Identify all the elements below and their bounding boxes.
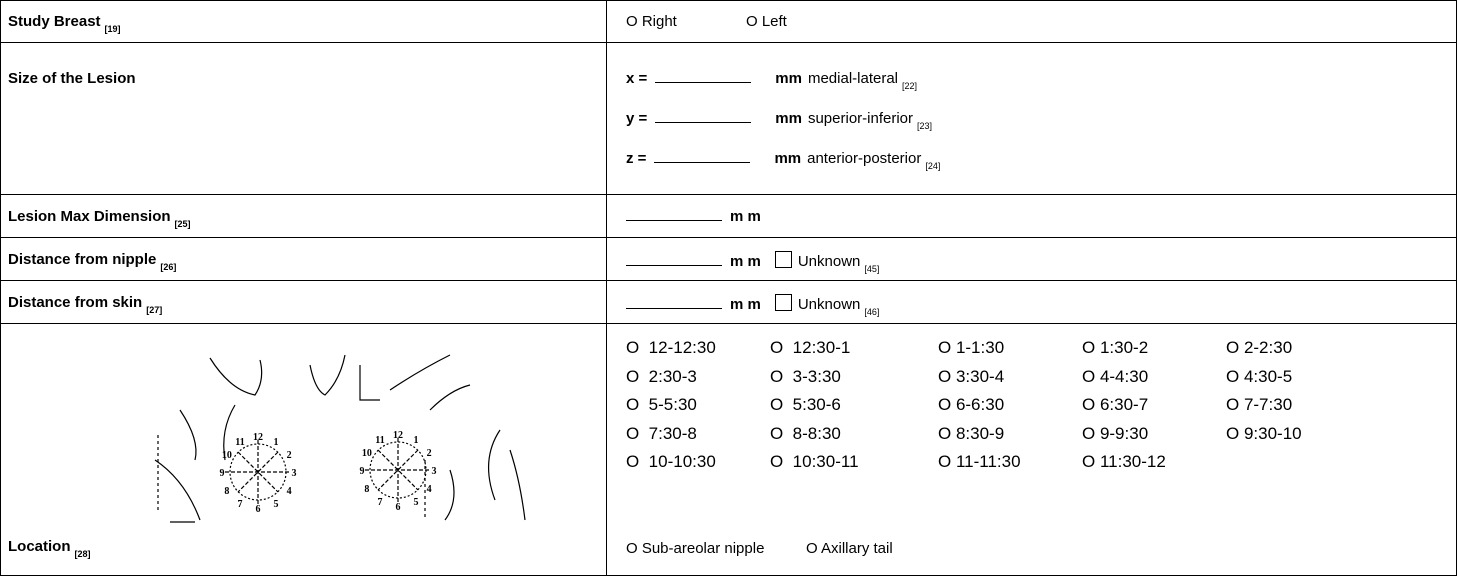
blank [655, 110, 751, 123]
clock-number: 9 [360, 466, 365, 477]
clock-number: 6 [396, 502, 401, 513]
option[interactable]: O 4:30-5 [1226, 367, 1292, 387]
option[interactable]: O 1-1:30 [938, 338, 1004, 358]
option[interactable]: O 10-10:30 [626, 452, 716, 472]
option[interactable]: O Axillary tail [806, 540, 893, 557]
clock-number: 11 [375, 435, 384, 446]
axis: z = [626, 150, 646, 167]
option[interactable]: O 9:30-10 [1226, 424, 1302, 444]
input-line[interactable]: m m [618, 208, 761, 225]
blank [654, 150, 750, 163]
clock-number: 1 [274, 437, 279, 448]
label: Location[28] [8, 538, 91, 555]
option[interactable]: O Left [746, 13, 787, 30]
desc: anterior-posterior [807, 150, 921, 167]
clock-number: 5 [274, 499, 279, 510]
blank [655, 70, 751, 83]
cell [606, 323, 1457, 576]
option[interactable]: O 12:30-1 [770, 338, 850, 358]
unit: mm [774, 150, 801, 167]
option[interactable]: O 2:30-3 [626, 367, 697, 387]
option[interactable]: O 6:30-7 [1082, 395, 1148, 415]
option[interactable]: O 11:30-12 [1082, 452, 1166, 472]
option[interactable]: O 4-4:30 [1082, 367, 1148, 387]
unit: mm [775, 70, 802, 87]
label: Distance from skin[27] [8, 294, 162, 311]
desc: superior-inferior [808, 110, 913, 127]
clock-number: 12 [253, 432, 263, 443]
option[interactable]: O 7-7:30 [1226, 395, 1292, 415]
label: Study Breast[19] [8, 13, 121, 30]
ref: [22] [902, 81, 917, 91]
option[interactable]: O 3:30-4 [938, 367, 1004, 387]
option[interactable]: O 11-11:30 [938, 452, 1021, 472]
clock-number: 7 [378, 497, 383, 508]
clock-number: 10 [362, 448, 372, 459]
clock-number: 7 [238, 499, 243, 510]
option[interactable]: O Right [626, 13, 677, 30]
clock-number: 1 [414, 435, 419, 446]
clock-number: 4 [287, 486, 292, 497]
cell [606, 0, 1457, 43]
desc: medial-lateral [808, 70, 898, 87]
option[interactable]: O 12-12:30 [626, 338, 716, 358]
clock-number: 11 [235, 437, 244, 448]
clock-number: 6 [256, 504, 261, 515]
clock-number: 9 [220, 468, 225, 479]
option[interactable]: O 5-5:30 [626, 395, 697, 415]
clock-number: 2 [427, 448, 432, 459]
option[interactable]: O 2-2:30 [1226, 338, 1292, 358]
label: Distance from nipple[26] [8, 251, 176, 268]
ref: [23] [917, 121, 932, 131]
clock-number: 12 [393, 430, 403, 441]
option[interactable]: O 9-9:30 [1082, 424, 1148, 444]
axis: y = [626, 110, 647, 127]
option[interactable]: O 8-8:30 [770, 424, 841, 444]
option[interactable]: O 7:30-8 [626, 424, 697, 444]
clock-number: 3 [432, 466, 437, 477]
option[interactable]: O 8:30-9 [938, 424, 1004, 444]
label: Size of the Lesion [8, 70, 136, 87]
option[interactable]: O 1:30-2 [1082, 338, 1148, 358]
clock-number: 10 [222, 450, 232, 461]
ref: [24] [925, 161, 940, 171]
clock-number: 2 [287, 450, 292, 461]
axis: x = [626, 70, 647, 87]
clock-number: 4 [427, 484, 432, 495]
cell [0, 42, 607, 195]
option[interactable]: O 3-3:30 [770, 367, 841, 387]
clock-number: 3 [292, 468, 297, 479]
clock-number: 8 [224, 486, 229, 497]
form: Study Breast[19] O Right O Left Size of … [0, 0, 1460, 576]
option[interactable]: O 5:30-6 [770, 395, 841, 415]
option[interactable]: O 6-6:30 [938, 395, 1004, 415]
option[interactable]: O 10:30-11 [770, 452, 859, 472]
unit: mm [775, 110, 802, 127]
clock-number: 8 [364, 484, 369, 495]
option[interactable]: O Sub-areolar nipple [626, 540, 764, 557]
clock-number: 5 [414, 497, 419, 508]
label: Lesion Max Dimension[25] [8, 208, 191, 225]
